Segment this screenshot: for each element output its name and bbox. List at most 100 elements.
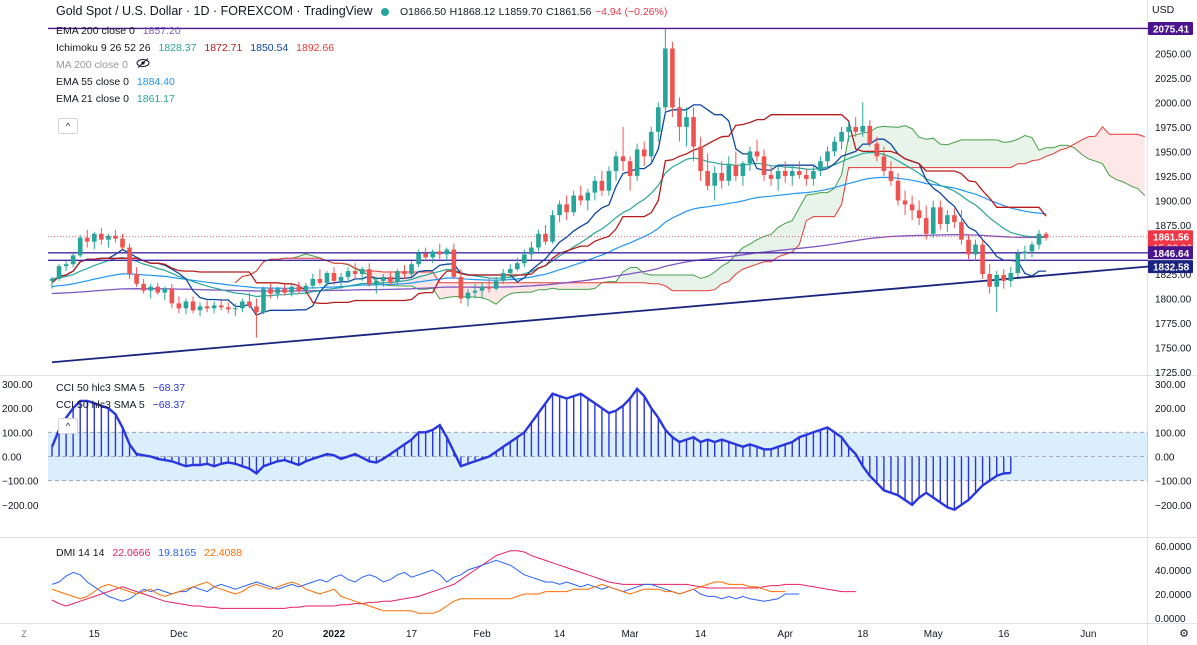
market-status-icon	[380, 7, 389, 16]
symbol-header: Gold Spot / U.S. Dollar · 1D · FOREXCOM …	[56, 4, 667, 18]
legend-cci2[interactable]: CCI 50 hlc3 SMA 5 −68.37	[56, 397, 190, 414]
candle-body	[1015, 253, 1021, 274]
legend-ema55-label: EMA 55 close 0	[56, 76, 129, 88]
price-axis-tick: 1975.00	[1155, 123, 1192, 134]
candle-body	[959, 222, 964, 240]
cci-line	[50, 386, 1011, 512]
ichimoku-conversion-line	[51, 104, 1046, 317]
candle-body	[818, 161, 823, 172]
ichimoku-cloud-segment	[707, 272, 715, 291]
legend-ichimoku-v2: 1872.71	[204, 42, 243, 54]
cci-collapse-button[interactable]: ^	[58, 418, 78, 434]
candle-body	[84, 237, 90, 242]
candle-body	[578, 195, 584, 201]
ema21-line	[51, 151, 1047, 298]
time-axis-tick: Apr	[777, 629, 793, 640]
time-axis-tick: Jun	[1080, 629, 1096, 640]
ichimoku-cloud-segment	[954, 139, 962, 168]
legend-dmi[interactable]: DMI 14 14 22.0666 19.8165 22.4088	[56, 545, 247, 562]
legend-ma200[interactable]: MA 200 close 0	[56, 57, 339, 74]
cci-left-axis-tick: 200.00	[2, 404, 33, 415]
ichimoku-cloud-segment	[806, 194, 814, 221]
candle-body	[275, 288, 280, 294]
ichimoku-cloud-segment	[1017, 135, 1025, 164]
symbol-title: Gold Spot / U.S. Dollar · 1D · FOREXCOM …	[56, 4, 373, 18]
candle-body	[77, 237, 83, 256]
candle-body	[134, 274, 139, 284]
legend-ema200[interactable]: EMA 200 close 0 1857.20	[56, 23, 339, 40]
candle-body	[747, 151, 753, 164]
gear-icon[interactable]: ⚙	[1179, 628, 1189, 640]
ichimoku-cloud-segment	[1010, 139, 1018, 168]
candle-body	[1001, 274, 1007, 281]
candle-body	[663, 48, 668, 108]
candle-body	[169, 288, 175, 304]
candle-body	[585, 192, 591, 201]
ichimoku-cloud-segment	[912, 128, 920, 168]
ichimoku-cloud-segment	[439, 282, 447, 300]
price-label-text: 1832.58	[1153, 263, 1190, 274]
candle-body	[677, 107, 682, 127]
candle-body	[895, 180, 901, 201]
candle-body	[522, 254, 527, 264]
legend-ichimoku[interactable]: Ichimoku 9 26 52 26 1828.37 1872.71 1850…	[56, 40, 339, 57]
legend-dmi-label: DMI 14 14	[56, 547, 105, 559]
candle-body	[775, 171, 781, 179]
candle-body	[204, 306, 210, 309]
legend-ema200-value: 1857.20	[142, 25, 181, 37]
ichimoku-cloud-segment	[672, 274, 680, 291]
ichimoku-cloud-segment	[989, 139, 997, 168]
cci-axis-tick: −200.00	[1155, 501, 1192, 512]
candle-body	[952, 215, 957, 223]
time-axis-tick: 15	[89, 629, 101, 640]
legend-ema55[interactable]: EMA 55 close 0 1884.40	[56, 74, 339, 91]
ichimoku-cloud-segment	[446, 282, 454, 298]
candle-body	[571, 195, 576, 213]
price-axis-tick: 2050.00	[1155, 49, 1192, 60]
currency-label[interactable]: USD	[1152, 4, 1175, 16]
legend-ema21[interactable]: EMA 21 close 0 1861.17	[56, 91, 339, 108]
legend-cci1[interactable]: CCI 50 hlc3 SMA 5 −68.37	[56, 380, 190, 397]
price-axis-tick: 1750.00	[1155, 344, 1192, 355]
ichimoku-cloud-segment	[820, 192, 828, 217]
candle-body	[472, 290, 478, 293]
candle-body	[712, 173, 717, 186]
legend-ema55-value: 1884.40	[136, 76, 175, 88]
ichimoku-cloud-segment	[1116, 134, 1124, 183]
ichimoku-cloud-segment	[651, 274, 659, 284]
ichimoku-cloud-segment	[693, 274, 701, 291]
candle-body	[698, 146, 703, 172]
candle-body	[331, 273, 337, 281]
candle-body	[70, 255, 76, 265]
candle-body	[176, 303, 182, 309]
candle-body	[691, 117, 696, 147]
candle-body	[768, 174, 774, 179]
candle-body	[726, 165, 732, 181]
ichimoku-cloud-segment	[1024, 135, 1032, 164]
candle-body	[63, 264, 69, 267]
time-axis-tick: 14	[554, 629, 566, 640]
ichimoku-cloud-segment	[658, 274, 666, 286]
ichimoku-cloud-segment	[1123, 134, 1131, 186]
candle-body	[754, 151, 760, 157]
zoom-button[interactable]: Z	[21, 629, 27, 639]
candle-body	[359, 269, 365, 275]
candle-body	[627, 161, 633, 176]
ohlc-close: C1861.56	[545, 6, 592, 18]
legend-collapse-button[interactable]: ^	[58, 118, 78, 134]
price-label-text: 2075.41	[1153, 24, 1190, 35]
candle-body	[860, 125, 866, 132]
candle-body	[197, 306, 203, 311]
ichimoku-cloud-segment	[1081, 136, 1089, 159]
candle-body	[782, 171, 788, 176]
candle-body	[740, 163, 746, 176]
ichimoku-cloud-segment	[996, 139, 1004, 168]
candle-body	[120, 238, 125, 248]
candle-body	[1022, 251, 1028, 254]
ema200-line	[51, 234, 1046, 295]
time-axis-tick: 20	[272, 629, 284, 640]
ema55-line	[51, 176, 1047, 289]
eye-off-icon[interactable]	[136, 58, 150, 71]
candle-body	[543, 233, 548, 242]
ichimoku-cloud-segment	[721, 262, 729, 284]
